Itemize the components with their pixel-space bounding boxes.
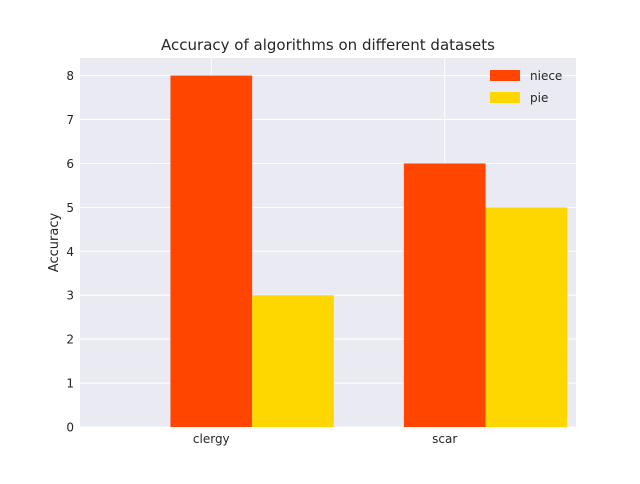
bar-pie-scar bbox=[485, 207, 568, 427]
y-tick-label: 0 bbox=[66, 421, 74, 435]
y-tick-label: 3 bbox=[66, 289, 74, 303]
bar-pie-clergy bbox=[252, 295, 334, 427]
legend-label-pie: pie bbox=[530, 91, 548, 105]
y-tick-label: 1 bbox=[66, 377, 74, 391]
bar-niece-clergy bbox=[170, 75, 253, 428]
chart-title: Accuracy of algorithms on different data… bbox=[161, 36, 495, 54]
y-tick-labels: 0 1 2 3 4 5 6 7 8 bbox=[66, 69, 74, 434]
legend-swatch-niece bbox=[490, 70, 520, 81]
y-tick-label: 2 bbox=[66, 333, 74, 347]
x-tick-label: scar bbox=[432, 432, 457, 446]
bars bbox=[170, 75, 568, 428]
y-tick-label: 6 bbox=[66, 157, 74, 171]
y-tick-label: 4 bbox=[66, 245, 74, 259]
legend-swatch-pie bbox=[490, 92, 520, 103]
legend-label-niece: niece bbox=[530, 69, 562, 83]
x-tick-label: clergy bbox=[193, 432, 230, 446]
y-tick-label: 7 bbox=[66, 113, 74, 127]
y-tick-label: 5 bbox=[66, 201, 74, 215]
x-tick-labels: clergy scar bbox=[193, 432, 457, 446]
y-axis-label: Accuracy bbox=[47, 213, 62, 273]
bar-niece-scar bbox=[403, 163, 486, 427]
legend: niece pie bbox=[490, 69, 562, 105]
y-tick-label: 8 bbox=[66, 69, 74, 83]
